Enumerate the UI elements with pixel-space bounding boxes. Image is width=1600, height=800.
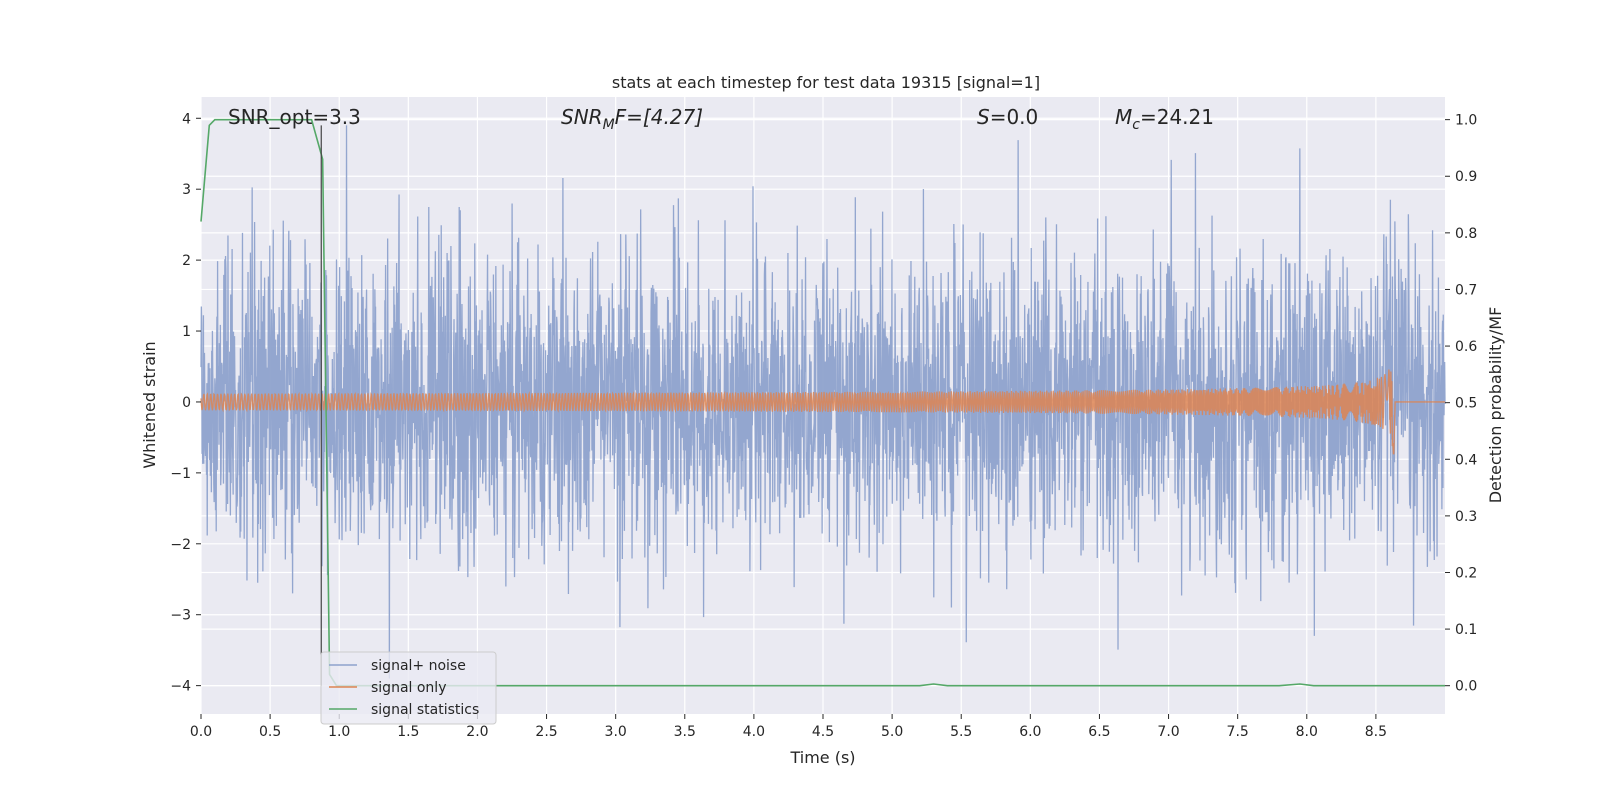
x-tick-label-12: 6.0 (1019, 724, 1041, 740)
y-right-tick-label-7: 0.3 (1455, 509, 1477, 525)
y-right-tick-label-5: 0.5 (1455, 396, 1477, 412)
annotation-s-base: S (977, 105, 990, 129)
y-right-tick-label-9: 0.1 (1455, 622, 1477, 638)
y-left-tick-label-6: −2 (170, 537, 191, 553)
y-right-tick-label-10: 0.0 (1455, 679, 1477, 695)
x-tick-label-3: 1.5 (397, 724, 419, 740)
y-right-tick-label-2: 0.8 (1455, 226, 1477, 242)
y-left-tick-label-2: 2 (182, 253, 191, 269)
annotation-mc-base: M (1115, 105, 1132, 129)
y-left-tick-label-0: 4 (182, 111, 191, 127)
annotation-snr-mf-sub: M (603, 117, 615, 133)
series-signal-noise (200, 125, 1446, 679)
series-line-signal-only (200, 369, 1445, 455)
y-right-tick-label-4: 0.6 (1455, 339, 1477, 355)
legend-label-signal-only: signal only (371, 680, 446, 696)
y-right-tick-label-1: 0.9 (1455, 169, 1477, 185)
x-tick-label-7: 3.5 (674, 724, 696, 740)
annotation-mc-sub: c (1132, 117, 1140, 133)
series-signal-only (200, 369, 1445, 455)
x-tick-label-9: 4.5 (812, 724, 834, 740)
x-tick-label-10: 5.0 (881, 724, 903, 740)
x-axis-label: Time (s) (789, 748, 855, 767)
x-tick-label-5: 2.5 (535, 724, 557, 740)
y-left-tick-label-4: 0 (182, 395, 191, 411)
annotation-s: S=0.0 (977, 105, 1038, 129)
y-left-tick-label-5: −1 (170, 466, 191, 482)
y-right-axis-label: Detection probability/MF (1486, 307, 1505, 504)
y-right-tick-label-3: 0.7 (1455, 282, 1477, 298)
y-right-tick-label-8: 0.2 (1455, 565, 1477, 581)
legend-label-signal-noise: signal+ noise (371, 658, 466, 674)
x-tick-label-0: 0.0 (190, 724, 212, 740)
annotation-snr-mf-base: SNR (561, 105, 603, 129)
x-tick-label-15: 7.5 (1227, 724, 1249, 740)
x-tick-label-13: 6.5 (1088, 724, 1110, 740)
x-tick-label-17: 8.5 (1365, 724, 1387, 740)
y-right-axis-ticks: 1.0 0.9 0.8 0.7 0.6 0.5 0.4 0.3 0.2 0.1 0.0 (1445, 113, 1477, 695)
x-axis-ticks: 0.0 0.5 1.0 1.5 2.0 2.5 3.0 3.5 4.0 4.5 5.0 5.5 6.0 6… (190, 714, 1387, 740)
annotation-mc: Mc=24.21 (1115, 105, 1214, 133)
y-left-tick-label-7: −3 (170, 608, 191, 624)
annotation-mc-rest: =24.21 (1140, 105, 1214, 129)
annotation-snr-mf-rest: F=[4.27] (615, 105, 703, 129)
annotation-snr-mf: SNRMF=[4.27] (561, 105, 703, 133)
y-right-tick-label-0: 1.0 (1455, 113, 1477, 129)
y-left-tick-label-8: −4 (170, 679, 191, 695)
y-left-tick-label-1: 3 (182, 182, 191, 198)
x-tick-label-2: 1.0 (328, 724, 350, 740)
annotation-s-rest: =0.0 (990, 105, 1039, 129)
legend-label-signal-statistics: signal statistics (371, 702, 479, 718)
series-line-signal-noise (200, 125, 1446, 679)
y-right-tick-label-6: 0.4 (1455, 452, 1477, 468)
x-tick-label-14: 7.0 (1157, 724, 1179, 740)
chart-title: stats at each timestep for test data 193… (612, 73, 1040, 92)
x-tick-label-4: 2.0 (466, 724, 488, 740)
x-tick-label-1: 0.5 (259, 724, 281, 740)
annotation-snr-opt: SNR_opt=3.3 (228, 105, 361, 129)
y-left-axis-label: Whitened strain (140, 341, 159, 468)
legend-box (320, 651, 497, 725)
x-tick-label-11: 5.5 (950, 724, 972, 740)
x-tick-label-16: 8.0 (1296, 724, 1318, 740)
legend: signal+ noise signal only signal statist… (320, 651, 497, 725)
y-left-tick-label-3: 1 (182, 324, 191, 340)
x-tick-label-8: 4.0 (743, 724, 765, 740)
y-left-axis-ticks: 4 3 2 1 0 −1 −2 −3 −4 (170, 111, 201, 695)
x-tick-label-6: 3.0 (605, 724, 627, 740)
